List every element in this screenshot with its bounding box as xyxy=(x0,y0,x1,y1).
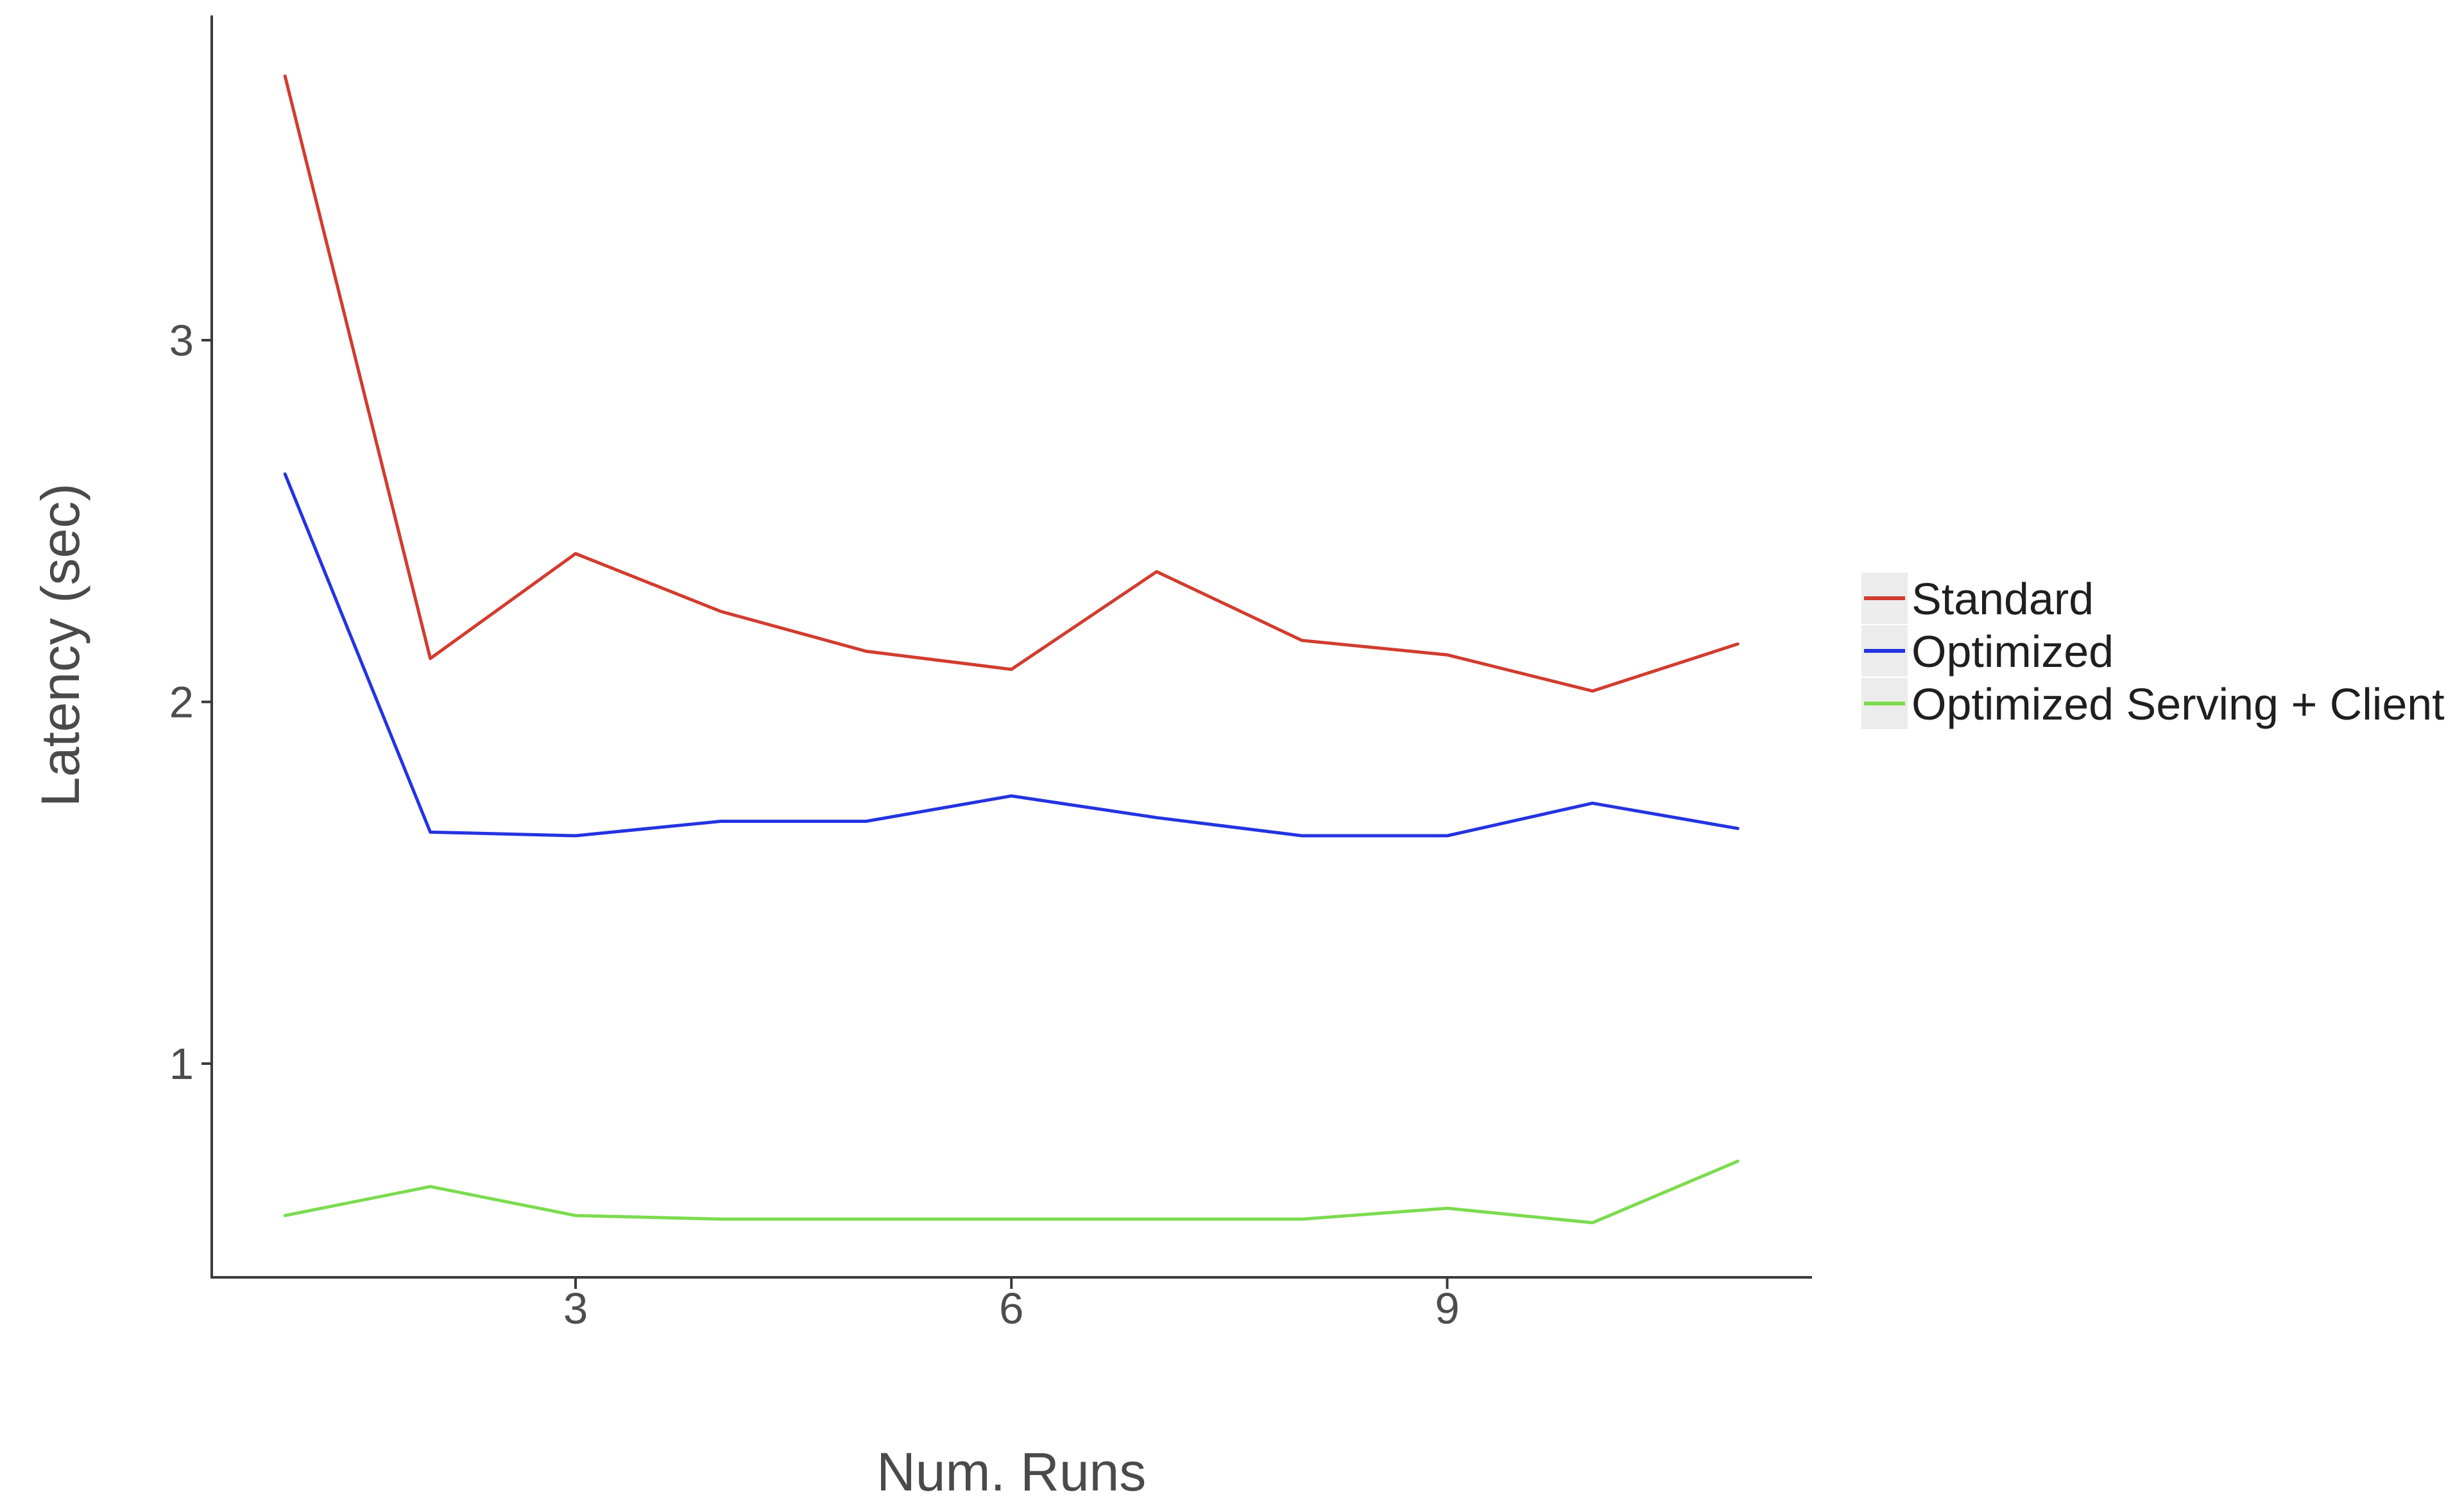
x-tick-label: 6 xyxy=(999,1284,1023,1333)
x-tick-label: 3 xyxy=(563,1284,588,1333)
y-axis-title: Latency (sec) xyxy=(30,483,90,807)
y-tick-label: 3 xyxy=(169,316,194,365)
legend: Standard Optimized Optimized Serving + C… xyxy=(1861,573,2445,729)
series-line-optimized-serving-client xyxy=(283,1159,1740,1225)
x-tick-label: 9 xyxy=(1435,1284,1459,1333)
legend-entry-optimized-serving-client: Optimized Serving + Client xyxy=(1861,678,2445,729)
legend-label: Optimized xyxy=(1912,626,2114,677)
series-line-optimized xyxy=(283,472,1740,838)
legend-entry-optimized: Optimized xyxy=(1861,625,2114,677)
legend-label: Optimized Serving + Client xyxy=(1912,679,2445,729)
legend-label: Standard xyxy=(1912,574,2094,624)
y-tick-label: 1 xyxy=(169,1039,194,1089)
series-line-standard xyxy=(283,74,1740,693)
legend-entry-standard: Standard xyxy=(1861,573,2094,624)
x-axis-title: Num. Runs xyxy=(877,1442,1146,1502)
y-tick-label: 2 xyxy=(169,678,194,727)
